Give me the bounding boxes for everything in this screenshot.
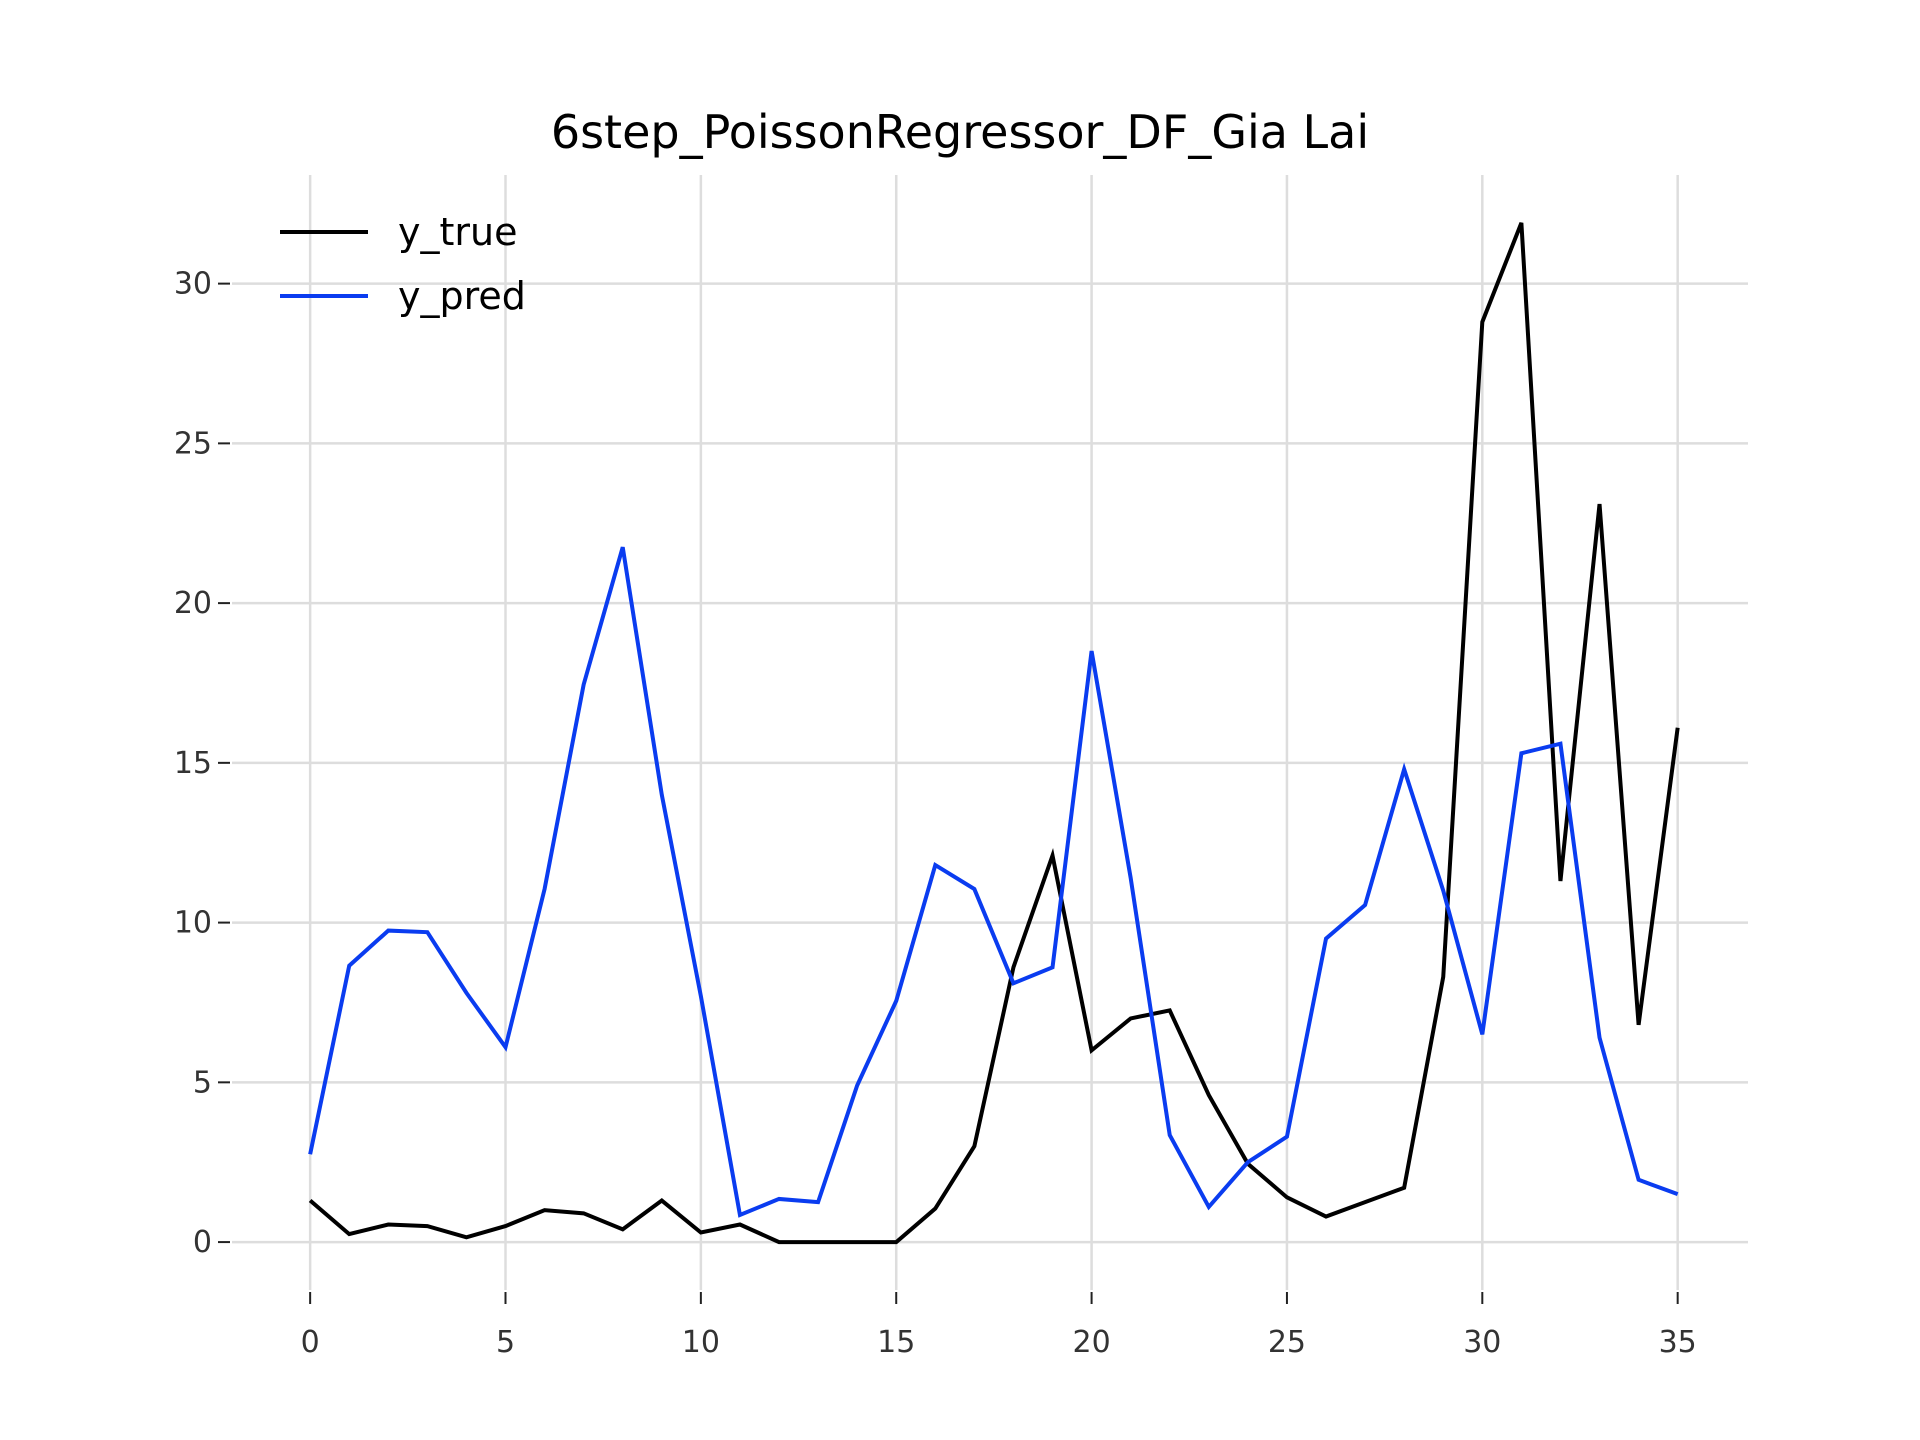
- y-tick-label: 5: [193, 1065, 212, 1100]
- series-group: [308, 222, 1680, 1245]
- x-tick-label: 30: [1463, 1325, 1501, 1360]
- legend: y_true y_pred: [280, 210, 526, 318]
- series-line-y-pred: [308, 546, 1679, 1218]
- series-line-y-true: [308, 222, 1680, 1245]
- chart-title: 6step_PoissonRegressor_DF_Gia Lai: [551, 105, 1369, 159]
- y-tick-label: 15: [174, 746, 212, 781]
- x-tick-label: 35: [1659, 1325, 1697, 1360]
- x-tick-label: 0: [301, 1325, 320, 1360]
- legend-label-y-pred: y_pred: [398, 274, 526, 318]
- y-tick-label: 10: [174, 906, 212, 941]
- x-tick-label: 10: [682, 1325, 720, 1360]
- y-tick-label: 25: [174, 426, 212, 461]
- x-tick-label: 20: [1072, 1325, 1110, 1360]
- x-tick-label: 5: [496, 1325, 515, 1360]
- y-tick-label: 30: [174, 267, 212, 302]
- y-tick-label: 20: [174, 586, 212, 621]
- x-tick-label: 15: [877, 1325, 915, 1360]
- grid: [232, 175, 1748, 1290]
- legend-label-y-true: y_true: [398, 210, 517, 254]
- y-tick-label: 0: [193, 1225, 212, 1260]
- x-tick-label: 25: [1268, 1325, 1306, 1360]
- axes: 0 5 10 15 20 25 30 35 0 5 10 15 20 25 30: [174, 267, 1697, 1360]
